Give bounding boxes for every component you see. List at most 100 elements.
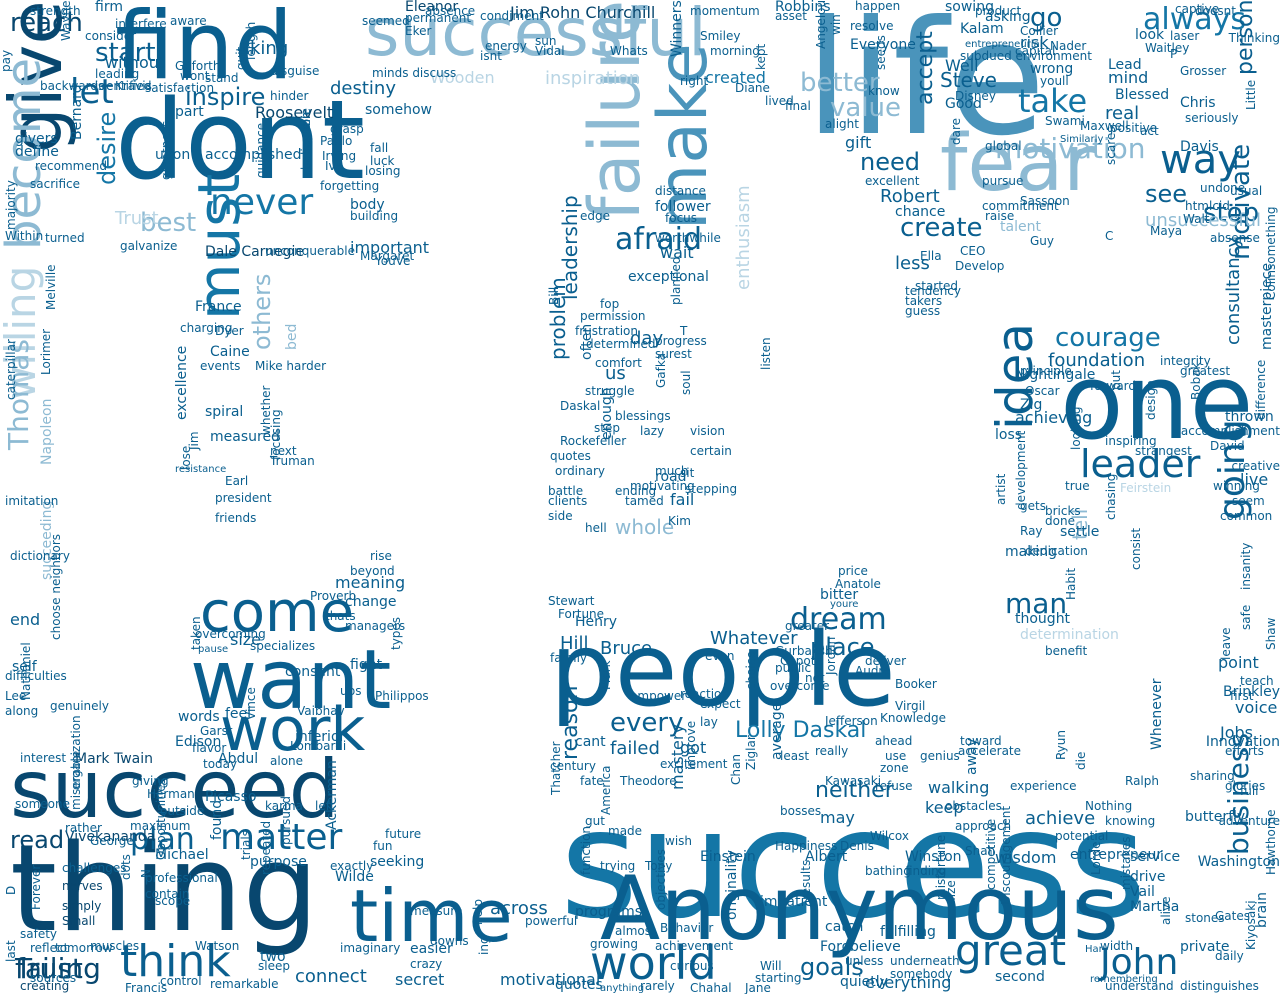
cloud-word: Edison: [175, 734, 222, 750]
cloud-word: greatest: [1180, 364, 1231, 378]
cloud-word: trying: [600, 859, 636, 873]
cloud-word: exceptional: [628, 269, 709, 285]
cloud-word: fun: [373, 839, 393, 853]
cloud-word: Hawthorne: [1264, 809, 1278, 875]
cloud-word: global: [985, 139, 1022, 153]
cloud-word: leadership: [558, 195, 582, 300]
cloud-word: explain: [299, 111, 313, 155]
cloud-word: permission: [580, 309, 646, 323]
cloud-word: Mark: [599, 660, 613, 690]
cloud-word: dare: [949, 117, 963, 145]
cloud-word: turned: [45, 231, 85, 245]
cloud-word: frustration: [575, 324, 638, 338]
cloud-word: teach: [1240, 674, 1274, 688]
cloud-word: strangest: [1135, 444, 1192, 458]
cloud-word: bed: [284, 323, 300, 350]
cloud-word: self: [12, 659, 37, 675]
cloud-word: Whenever: [1149, 678, 1165, 750]
cloud-word: entrepreneurial: [965, 39, 1043, 50]
cloud-word: majority: [4, 180, 18, 230]
cloud-word: Margaret: [360, 249, 415, 263]
cloud-word: making: [1005, 544, 1057, 560]
cloud-word: read: [10, 826, 65, 854]
cloud-word: future: [385, 827, 422, 841]
cloud-word: thats: [325, 609, 356, 623]
cloud-word: unsuccessful: [1145, 210, 1261, 231]
cloud-word: Harv: [1085, 944, 1109, 955]
cloud-word: started: [915, 279, 958, 293]
cloud-word: life: [805, 0, 1046, 171]
cloud-word: friends: [215, 511, 257, 525]
cloud-word: youll: [1040, 74, 1069, 88]
cloud-word: wisdom: [995, 848, 1057, 867]
cloud-word: rather: [65, 821, 102, 835]
cloud-word: product: [975, 4, 1022, 18]
cloud-word: Within: [5, 229, 44, 243]
cloud-word: wrong: [1030, 61, 1074, 77]
cloud-word: Innovation: [1205, 734, 1280, 750]
cloud-word: Wooden: [430, 68, 495, 87]
cloud-word: connect: [295, 966, 367, 987]
cloud-word: least: [780, 749, 810, 763]
cloud-word: Dale Carnegie: [205, 244, 305, 260]
cloud-word: integrity: [1160, 354, 1211, 368]
cloud-word: obstacles: [945, 799, 1002, 813]
cloud-word: voice: [1235, 698, 1278, 717]
cloud-word: quietly: [840, 974, 888, 990]
cloud-word: aware: [170, 14, 207, 28]
cloud-word: consultancy: [1223, 236, 1244, 345]
cloud-word: contain: [145, 887, 190, 901]
cloud-word: France: [195, 299, 242, 315]
cloud-word: excellent: [865, 174, 920, 188]
cloud-word: Wilde: [335, 869, 374, 885]
cloud-word: building: [350, 209, 399, 223]
cloud-word: fail: [670, 490, 695, 509]
cloud-word: plan: [130, 822, 195, 857]
cloud-word: stop: [1203, 198, 1260, 228]
cloud-word: Jobs: [1220, 723, 1253, 742]
cloud-word: Chan: [729, 754, 743, 785]
cloud-word: condiment: [480, 9, 544, 23]
cloud-word: inspiring: [1105, 434, 1157, 448]
cloud-word: Vaibhav: [297, 704, 345, 718]
cloud-word: karma: [265, 799, 303, 813]
cloud-word: outside: [160, 804, 205, 818]
cloud-word: put: [1109, 370, 1123, 390]
cloud-word: follower: [655, 199, 711, 215]
cloud-word: Waitley: [1145, 41, 1190, 55]
cloud-word: flavor: [192, 741, 227, 755]
cloud-word: important: [350, 238, 430, 257]
cloud-word: ordinary: [555, 464, 606, 478]
cloud-word: tomorrow: [55, 941, 113, 955]
cloud-word: come: [200, 580, 355, 645]
cloud-word: Zig: [1020, 397, 1043, 413]
cloud-word: approach: [955, 819, 1012, 833]
cloud-word: Robbins: [775, 0, 831, 15]
cloud-word: Hill: [560, 633, 589, 654]
cloud-word: neither: [815, 778, 894, 803]
cloud-word: focus: [665, 211, 698, 225]
cloud-word: Eleanor: [405, 0, 459, 15]
cloud-word: second: [995, 969, 1045, 985]
cloud-word: words: [178, 709, 220, 725]
cloud-word: reaction: [680, 687, 729, 701]
cloud-word: president: [215, 491, 272, 505]
cloud-word: improve: [684, 720, 698, 770]
cloud-word: let: [70, 72, 114, 112]
cloud-word: excellence: [174, 345, 190, 420]
cloud-word: htmlcid: [1185, 199, 1230, 213]
cloud-word: way: [1160, 137, 1241, 183]
cloud-word: Washington: [1197, 854, 1280, 870]
cloud-word: Nothing: [1085, 799, 1133, 813]
cloud-word: motivation: [995, 132, 1146, 165]
cloud-word: lived: [765, 94, 794, 108]
cloud-word: muscles: [90, 939, 140, 953]
cloud-word: D: [4, 885, 18, 895]
cloud-word: distinguishes: [1180, 979, 1259, 993]
cloud-word: efforts: [1225, 744, 1264, 758]
cloud-word: Smiley: [700, 29, 741, 43]
cloud-word: blessings: [615, 409, 671, 423]
cloud-word: dedication: [1025, 544, 1088, 558]
cloud-word: identified: [95, 79, 152, 93]
cloud-word: Angelou: [814, 0, 828, 50]
